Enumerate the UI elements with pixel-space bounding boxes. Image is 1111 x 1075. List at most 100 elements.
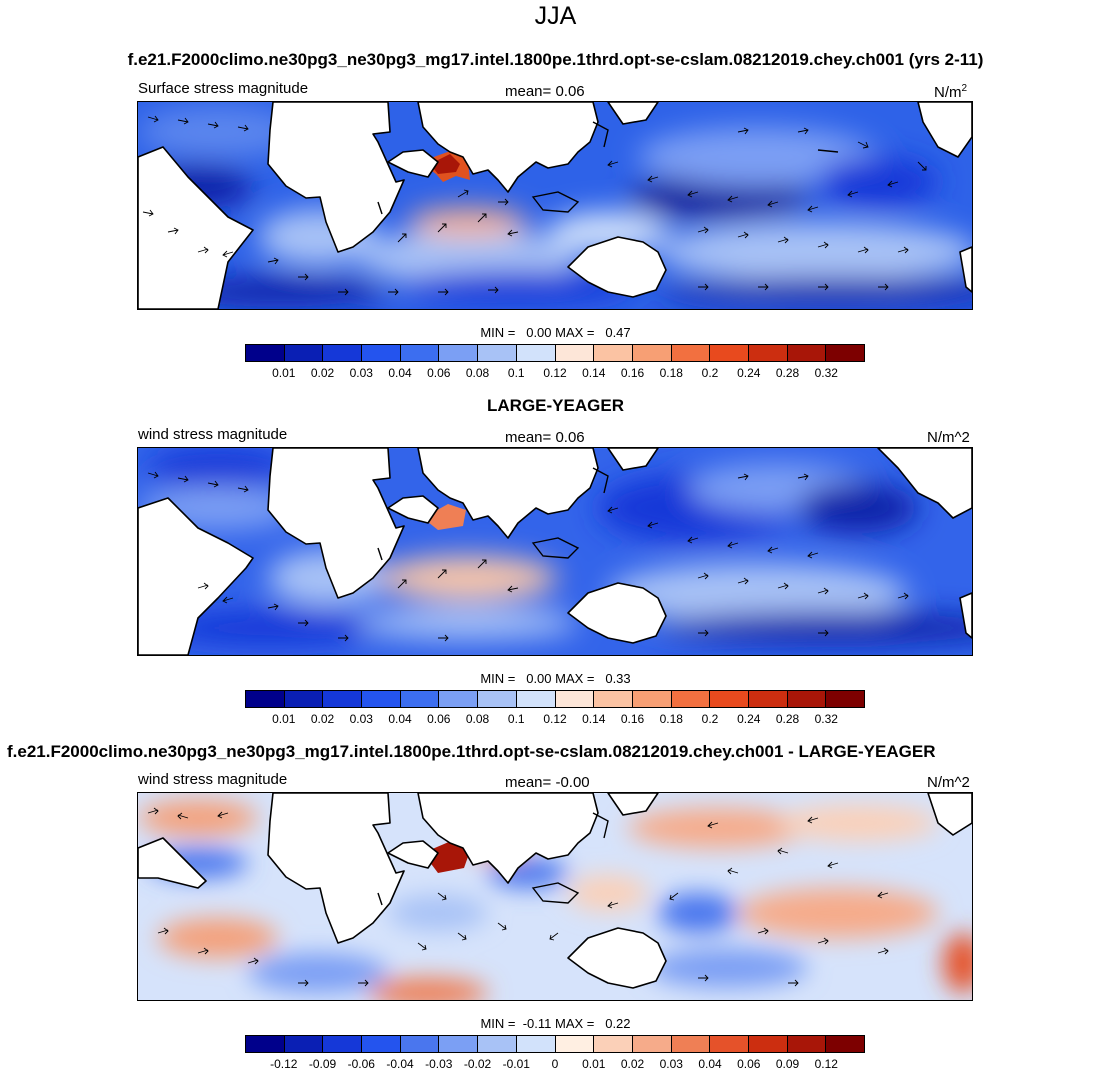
colorbar-swatch (362, 691, 401, 707)
colorbar-tick-label: 0.28 (775, 366, 800, 380)
panel-2-map-plot (138, 448, 972, 655)
colorbar-swatch (400, 691, 440, 707)
colorbar-swatch (555, 1036, 595, 1052)
colorbar-swatch (478, 345, 517, 361)
panel-3-minmax: MIN = -0.11 MAX = 0.22 (480, 1016, 631, 1031)
colorbar-swatch (748, 1036, 788, 1052)
colorbar-tick-label: 0.06 (427, 712, 451, 726)
panel-1-map (137, 101, 973, 310)
colorbar-tick-label: 0.08 (465, 366, 490, 380)
colorbar-swatch (632, 691, 672, 707)
colorbar-swatch (323, 345, 363, 361)
colorbar-tick-label: -0.02 (463, 1057, 492, 1071)
colorbar-swatch (710, 1036, 749, 1052)
panel-1-variable-label: Surface stress magnitude (138, 80, 309, 97)
panel-1-map-plot (138, 102, 972, 309)
colorbar-tick-label: 0.06 (737, 1057, 761, 1071)
colorbar-swatch (710, 345, 749, 361)
panel-2-mean: mean= 0.06 (505, 429, 585, 446)
colorbar-swatch (362, 1036, 401, 1052)
panel-3-units: N/m^2 (927, 774, 970, 791)
colorbar-tick-label: 0.02 (620, 1057, 645, 1071)
colorbar-swatch (671, 345, 711, 361)
colorbar-tick-label: 0.32 (814, 712, 838, 726)
colorbar-swatch (826, 1036, 864, 1052)
colorbar-swatch (671, 1036, 711, 1052)
colorbar-swatch (284, 691, 324, 707)
colorbar-swatch (826, 345, 864, 361)
colorbar-swatch (246, 1036, 285, 1052)
panel-3-map-plot (138, 793, 972, 1000)
colorbar-swatch (284, 345, 324, 361)
colorbar-tick-label: 0.02 (310, 366, 335, 380)
colorbar-swatch (710, 691, 749, 707)
colorbar-tick-label: -0.12 (270, 1057, 298, 1071)
panel-3-colorbar-ticks: -0.12 -0.09 -0.06 -0.04 -0.03 -0.02 -0.01 0 0.01… (245, 1057, 865, 1071)
colorbar-tick-label: 0.32 (814, 366, 838, 380)
panel-3-variable-label: wind stress magnitude (138, 771, 288, 788)
colorbar-tick-label: 0.24 (737, 366, 761, 380)
colorbar-tick-label: 0.03 (349, 712, 373, 726)
colorbar-swatch (439, 691, 479, 707)
colorbar-tick-label: -0.06 (347, 1057, 375, 1071)
colorbar-tick-label: 0.14 (582, 366, 606, 380)
colorbar-tick-label: 0.12 (543, 366, 567, 380)
panel-1-colorbar (245, 344, 865, 362)
colorbar-tick-label: 0.14 (582, 712, 606, 726)
colorbar-swatch (632, 345, 672, 361)
panel-2-variable-label: wind stress magnitude (138, 426, 288, 443)
colorbar-tick-label: 0.03 (349, 366, 373, 380)
panel-2-minmax: MIN = 0.00 MAX = 0.33 (480, 671, 631, 686)
colorbar-swatch (400, 1036, 440, 1052)
colorbar-swatch (594, 691, 633, 707)
colorbar-tick-label: -0.09 (308, 1057, 337, 1071)
colorbar-swatch (246, 691, 285, 707)
panel-1-minmax: MIN = 0.00 MAX = 0.47 (480, 325, 631, 340)
colorbar-swatch (478, 691, 517, 707)
colorbar-swatch (787, 691, 827, 707)
colorbar-swatch (284, 1036, 324, 1052)
colorbar-tick-label: -0.03 (425, 1057, 453, 1071)
colorbar-tick-label: 0.2 (701, 712, 719, 726)
colorbar-swatch (478, 1036, 517, 1052)
colorbar-swatch (787, 345, 827, 361)
colorbar-swatch (748, 691, 788, 707)
colorbar-tick-label: 0.2 (701, 366, 719, 380)
colorbar-tick-label: 0.08 (465, 712, 490, 726)
panel-1-title: f.e21.F2000climo.ne30pg3_ne30pg3_mg17.in… (127, 50, 984, 69)
panel-1-colorbar-ticks: 0.01 0.02 0.03 0.04 0.06 0.08 0.1 0.12 0.14 0.16 0… (245, 366, 865, 380)
colorbar-tick-label: 0 (551, 1057, 559, 1071)
panel-3-colorbar (245, 1035, 865, 1053)
colorbar-swatch (323, 691, 363, 707)
colorbar-tick-label: -0.01 (502, 1057, 530, 1071)
figure-title: JJA (534, 2, 577, 30)
panel-2-map (137, 447, 973, 656)
colorbar-tick-label: 0.06 (427, 366, 451, 380)
colorbar-tick-label: 0.28 (775, 712, 800, 726)
colorbar-tick-label: 0.04 (388, 712, 412, 726)
colorbar-tick-label: 0.12 (543, 712, 567, 726)
colorbar-tick-label: 0.04 (698, 1057, 722, 1071)
colorbar-tick-label: 0.18 (659, 712, 683, 726)
colorbar-swatch (516, 345, 556, 361)
panel-1-units: N/m2 (934, 83, 968, 101)
colorbar-tick-label: 0.01 (582, 1057, 606, 1071)
panel-2-units: N/m^2 (927, 429, 970, 446)
colorbar-swatch (632, 1036, 672, 1052)
colorbar-swatch (555, 691, 595, 707)
colorbar-swatch (516, 1036, 556, 1052)
colorbar-swatch (671, 691, 711, 707)
colorbar-swatch (594, 345, 633, 361)
colorbar-tick-label: 0.01 (272, 366, 296, 380)
colorbar-swatch (555, 345, 595, 361)
panel-2-colorbar (245, 690, 865, 708)
colorbar-tick-label: 0.16 (620, 712, 645, 726)
colorbar-swatch (439, 345, 479, 361)
colorbar-swatch (323, 1036, 363, 1052)
colorbar-tick-label: 0.1 (507, 712, 525, 726)
colorbar-tick-label: 0.12 (814, 1057, 838, 1071)
panel-3-title: f.e21.F2000climo.ne30pg3_ne30pg3_mg17.in… (7, 742, 936, 761)
colorbar-swatch (400, 345, 440, 361)
colorbar-swatch (439, 1036, 479, 1052)
colorbar-tick-label: 0.03 (659, 1057, 683, 1071)
